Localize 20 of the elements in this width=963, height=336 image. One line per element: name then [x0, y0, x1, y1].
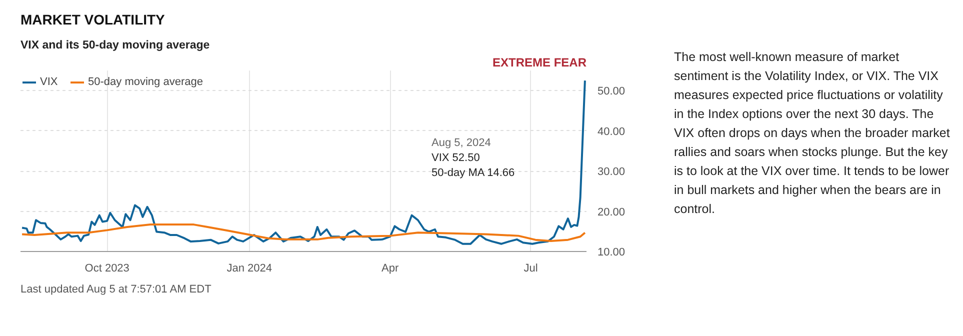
x-tick-label: Apr: [382, 262, 399, 274]
x-tick-label: Jul: [524, 262, 538, 274]
x-tick-label: Jan 2024: [226, 262, 272, 274]
legend-label: 50-day moving average: [88, 76, 203, 88]
y-tick-label: 40.00: [598, 126, 626, 138]
y-tick-label: 30.00: [598, 166, 626, 178]
annotation: Aug 5, 2024: [432, 137, 491, 149]
annotation: 50-day MA 14.66: [432, 167, 515, 179]
y-tick-label: 10.00: [598, 246, 626, 258]
text: EXTREME FEAR: [492, 56, 587, 70]
y-tick-label: 50.00: [598, 86, 626, 98]
legend-label: VIX: [40, 76, 59, 88]
x-tick-label: Oct 2023: [84, 262, 130, 274]
text: The most well-known measure of market sentiment is the Volatility Index, or VIX. The VIX measures expected price fluctuations or volatility in the Index options over the next 30 days. The VIX often drops on days when the broader market rallies and soars when stocks plunge. But the key is to look at the VIX over time. It tends to be lower in bull markets and higher when the bears are in control.: [674, 50, 950, 216]
annotation: VIX 52.50: [432, 152, 480, 164]
line-series: [21, 224, 586, 242]
chart-title: MARKET VOLATILITY: [20, 12, 166, 28]
y-tick-label: 20.00: [598, 206, 626, 218]
chart-subtitle: VIX and its 50-day moving average: [20, 40, 210, 52]
text: Last updated Aug 5 at 7:57:01 AM EDT: [20, 284, 212, 296]
